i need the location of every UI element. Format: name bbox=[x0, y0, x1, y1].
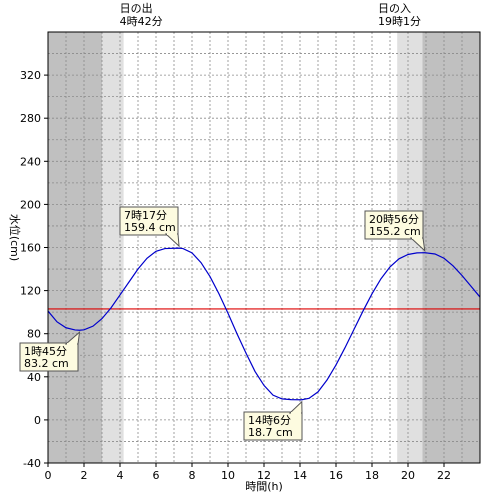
sun-labels: 日の出 4時42分 日の入 19時1分 bbox=[120, 1, 421, 28]
x-axis-title: 時間(h) bbox=[245, 480, 283, 493]
series-group bbox=[47, 247, 481, 401]
callout-time: 1時45分 bbox=[24, 345, 67, 358]
callout-value: 159.4 cm bbox=[124, 221, 176, 234]
callout-time: 7時17分 bbox=[124, 209, 167, 222]
x-tick-label: 4 bbox=[117, 469, 124, 482]
x-tick-label: 10 bbox=[221, 469, 235, 482]
y-tick-label: 80 bbox=[27, 328, 41, 341]
x-tick-label: 6 bbox=[153, 469, 160, 482]
tide-series-line bbox=[47, 247, 481, 401]
y-tick-label: 240 bbox=[20, 155, 41, 168]
callout-box bbox=[243, 411, 303, 441]
axes: -40 0 40 80 120 160 200 240 280 320 0 2 4 6 8 10 12 14 16 1… bbox=[20, 31, 481, 482]
callout-box bbox=[19, 342, 79, 372]
x-tick-label: 14 bbox=[293, 469, 307, 482]
callout-value: 155.2 cm bbox=[369, 225, 421, 238]
night-band-1 bbox=[422, 32, 480, 463]
x-tick-label: 22 bbox=[437, 469, 451, 482]
y-axis-title: 水位(cm) bbox=[8, 214, 22, 261]
callout-time: 20時56分 bbox=[369, 213, 419, 226]
callout-box bbox=[364, 210, 424, 240]
y-tick-label: 120 bbox=[20, 285, 41, 298]
y-tick-label: 200 bbox=[20, 198, 41, 211]
callout-value: 18.7 cm bbox=[248, 426, 293, 439]
callout-box bbox=[119, 206, 179, 236]
sunrise-title: 日の出 bbox=[120, 1, 153, 15]
sunset-title: 日の入 bbox=[378, 2, 411, 15]
y-tick-label: -40 bbox=[23, 457, 41, 470]
y-tick-label: 280 bbox=[20, 112, 41, 125]
callout-value: 83.2 cm bbox=[24, 357, 69, 370]
x-tick-label: 2 bbox=[81, 469, 88, 482]
x-tick-label: 16 bbox=[329, 469, 343, 482]
y-tick-label: 40 bbox=[27, 371, 41, 384]
sunset-time: 19時1分 bbox=[378, 15, 421, 28]
x-tick-label: 8 bbox=[189, 469, 196, 482]
x-tick-label: 0 bbox=[45, 469, 52, 482]
sunrise-time: 4時42分 bbox=[120, 15, 163, 28]
callout-time: 14時6分 bbox=[248, 414, 291, 427]
x-tick-label: 20 bbox=[401, 469, 415, 482]
y-tick-label: 160 bbox=[20, 242, 41, 255]
x-tick-label: 18 bbox=[365, 469, 379, 482]
y-tick-label: 0 bbox=[34, 414, 41, 427]
x-tick-label: 12 bbox=[257, 469, 271, 482]
y-tick-label: 320 bbox=[20, 69, 41, 82]
